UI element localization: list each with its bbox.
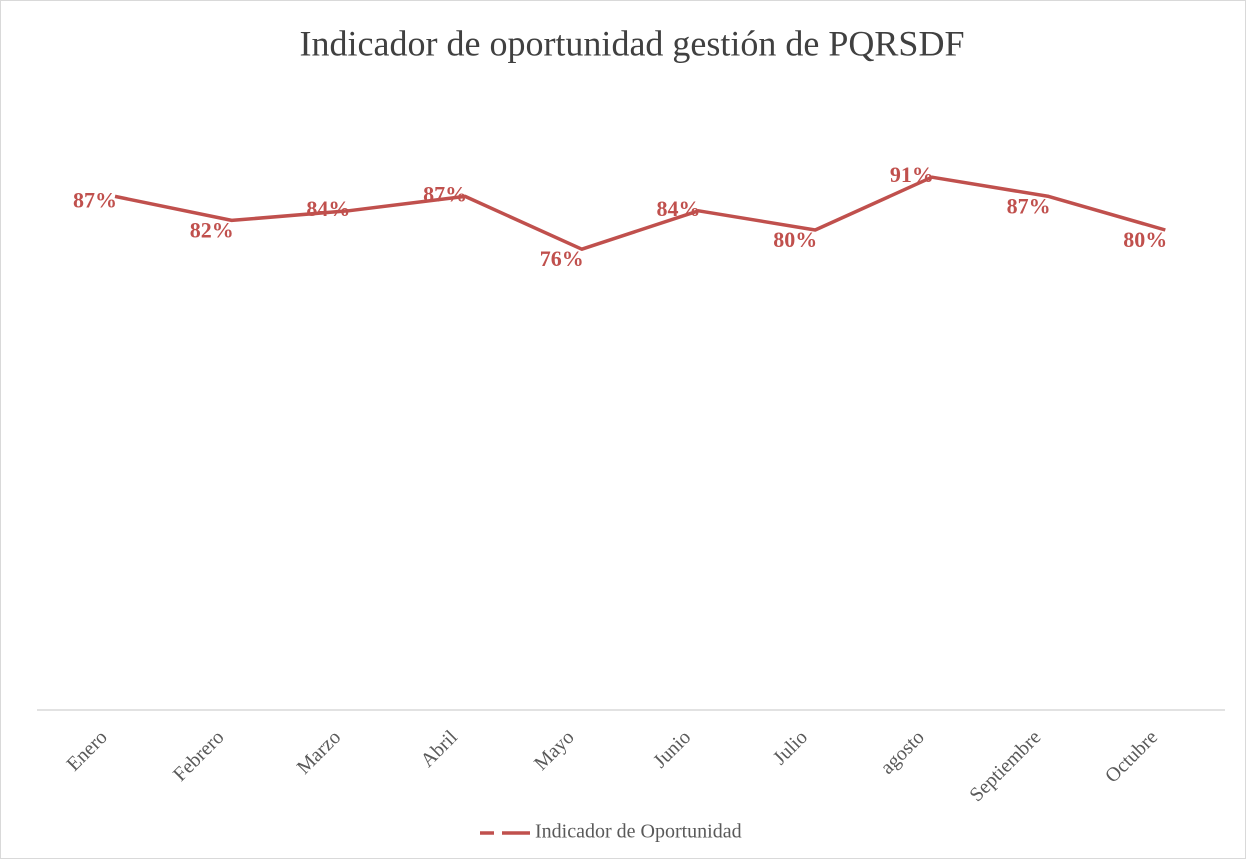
data-label: 91% [890, 162, 934, 187]
data-label: 84% [306, 196, 350, 221]
chart-title: Indicador de oportunidad gestión de PQRS… [300, 23, 965, 63]
data-label: 87% [1007, 193, 1051, 218]
data-label: 80% [1123, 227, 1167, 252]
data-label: 87% [423, 181, 467, 206]
data-label: 76% [540, 246, 584, 271]
legend-label: Indicador de Oportunidad [535, 821, 742, 843]
data-label: 84% [657, 196, 701, 221]
data-label: 82% [190, 217, 234, 242]
data-label: 80% [773, 227, 817, 252]
series-line [114, 175, 1166, 251]
data-label: 87% [73, 187, 117, 212]
